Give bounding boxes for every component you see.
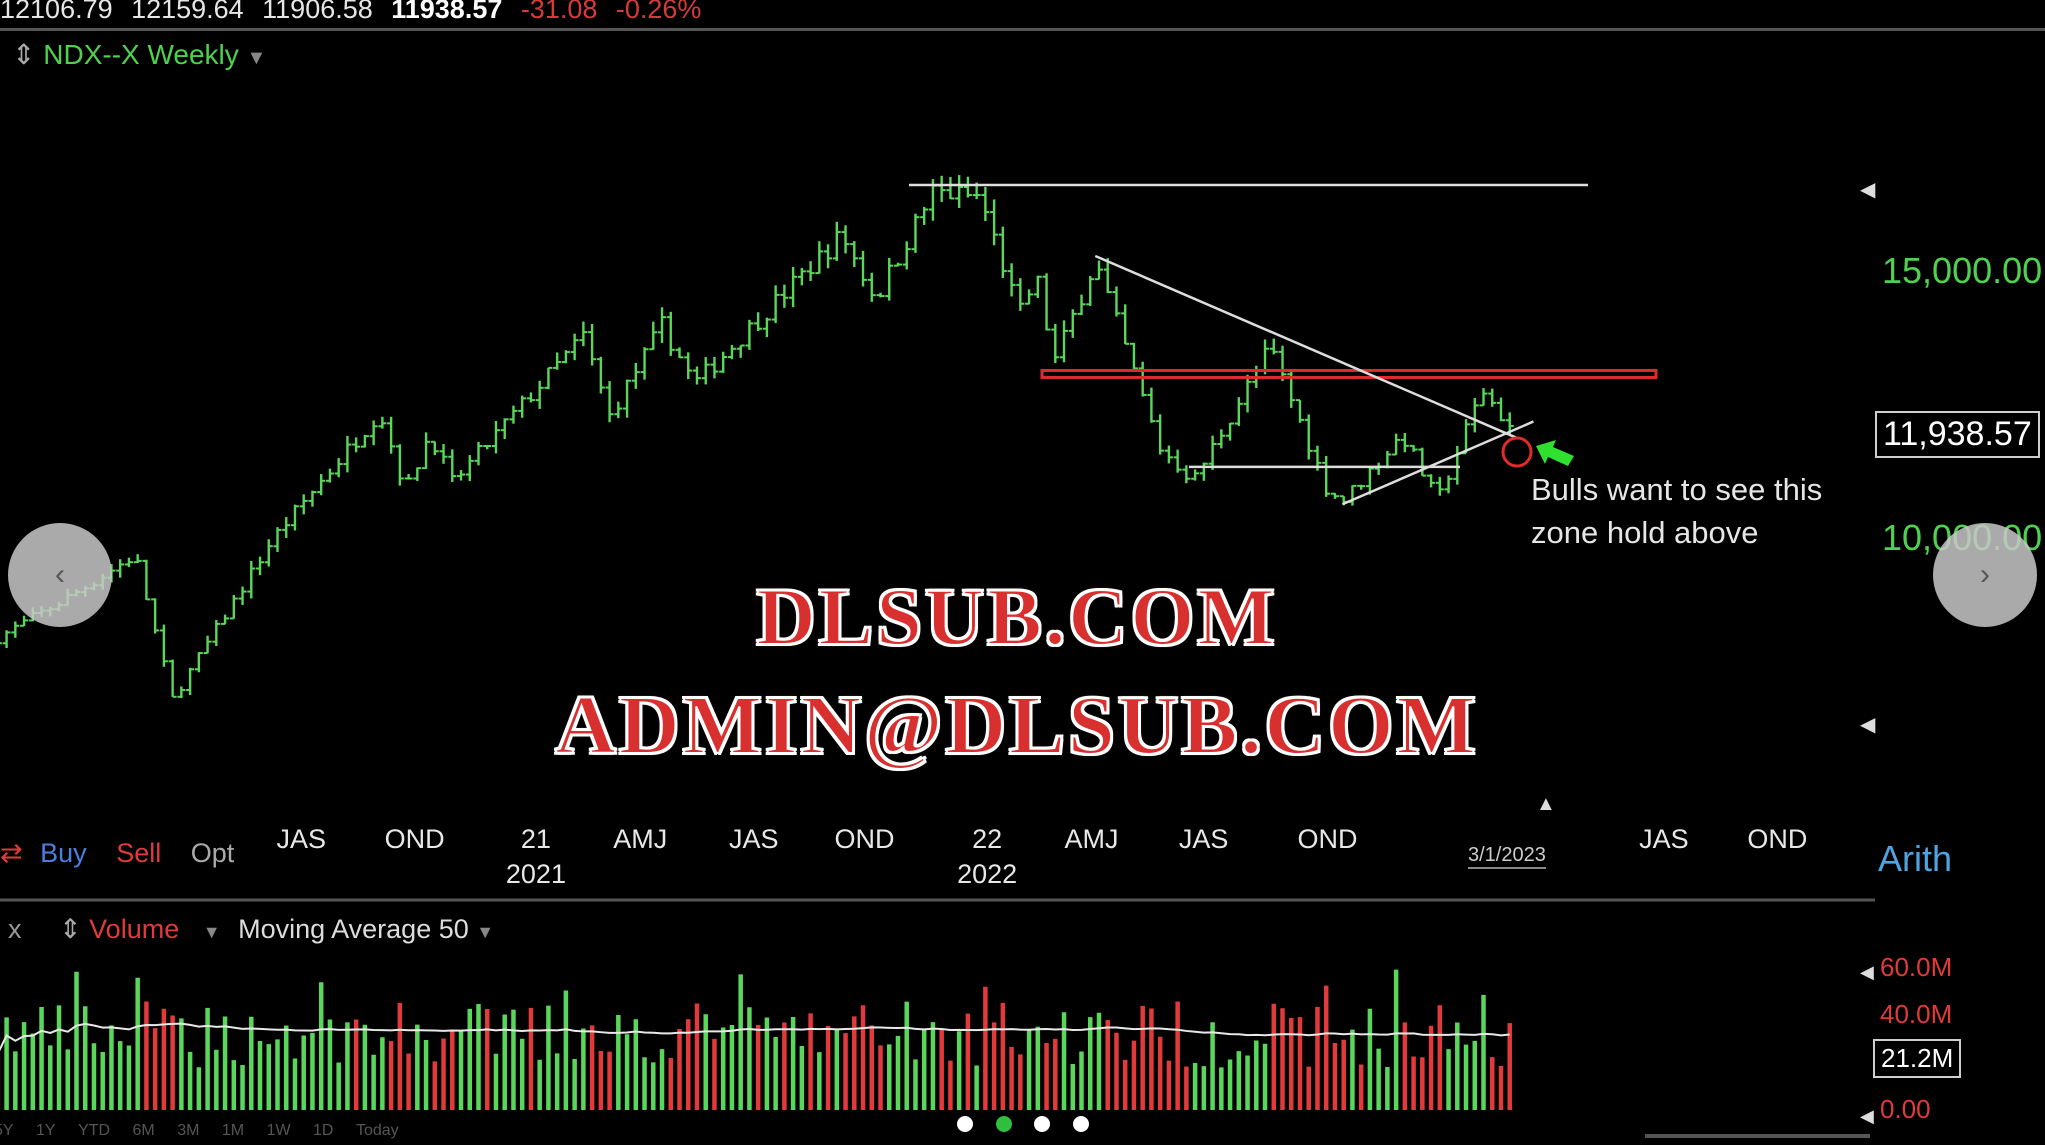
current-date: 3/1/2023 (1468, 844, 1546, 869)
scroll-up-arrow-icon[interactable]: ◀ (1860, 179, 1876, 201)
quote-low: 11906.58 (262, 0, 373, 24)
moving-average-study[interactable]: Moving Average 50 (238, 914, 469, 944)
range-1d[interactable]: 1D (313, 1122, 334, 1139)
scale-toggle[interactable]: Arith (1878, 838, 1953, 879)
price-bars (0, 175, 1514, 699)
time-tick: OND (1747, 824, 1808, 854)
volume-tick-0: 0.00 (1880, 1094, 1931, 1124)
price-tick-15000: 15,000.00 (1882, 250, 2043, 291)
quote-high: 12159.64 (131, 0, 244, 24)
chevron-right-icon: › (1980, 558, 1990, 591)
red-zone-line (1040, 368, 1658, 379)
range-ytd[interactable]: YTD (78, 1122, 111, 1139)
trade-buttons: ⇄ Buy Sell Opt (0, 838, 234, 869)
quote-open: 12106.79 (0, 0, 113, 24)
quote-change-pct: -0.26% (615, 0, 702, 24)
time-tick: AMJ (613, 824, 668, 854)
time-tick: JAS (728, 824, 779, 854)
moving-average-line (0, 1022, 1510, 1052)
volume-header: x ⇕ Volume ▼ Moving Average 50 ▼ (8, 914, 494, 945)
scroll-down-arrow-icon[interactable]: ◀ (1860, 714, 1876, 736)
drawings (909, 183, 1658, 506)
chevron-left-icon: ‹ (55, 558, 65, 591)
trade-icon[interactable]: ⇄ (0, 838, 23, 868)
scroll-arrow-icon[interactable]: ◀ (1860, 962, 1874, 982)
pager-dot[interactable] (1072, 1116, 1089, 1132)
uptrend-line (1341, 420, 1534, 506)
quote-last: 11938.57 (391, 0, 503, 24)
annotation-line1: Bulls want to see this (1531, 472, 1823, 507)
range-1m[interactable]: 1M (221, 1122, 245, 1139)
range-selector: 5Y 1Y YTD 6M 3M 1M 1W 1D Today (0, 1122, 399, 1140)
pager-dot[interactable] (995, 1116, 1012, 1132)
close-study-button[interactable]: x (8, 914, 22, 944)
time-tick: JAS (1178, 824, 1229, 854)
time-tick: JAS (1639, 824, 1689, 854)
green-arrow-icon (1536, 440, 1574, 466)
volume-bars (0, 969, 1512, 1110)
chevron-down-icon[interactable]: ▼ (246, 47, 267, 69)
range-5y[interactable]: 5Y (0, 1122, 14, 1139)
time-tick: 21 (520, 824, 551, 854)
current-price-box: 11,938.57 (1875, 411, 2040, 458)
chevron-down-icon[interactable]: ▼ (476, 922, 495, 942)
volume-tick-40m: 40.0M (1880, 999, 1953, 1029)
buy-button[interactable]: Buy (40, 838, 87, 868)
time-tick: 22 (972, 824, 1003, 854)
downtrend-line (1094, 254, 1517, 439)
pager-dot[interactable] (1034, 1116, 1050, 1132)
quote-change: -31.08 (520, 0, 598, 24)
volume-title[interactable]: Volume (89, 914, 180, 944)
reorder-icon[interactable]: ⇕ (12, 39, 36, 70)
pager-dot[interactable] (957, 1116, 973, 1132)
watermark-domain: DLSUB.COM (755, 570, 1278, 663)
range-1y[interactable]: 1Y (36, 1122, 56, 1139)
annotation-note: Bulls want to see this zone hold above (1531, 468, 1822, 554)
annotation-line2: zone hold above (1531, 515, 1759, 550)
highlight-circle (1501, 436, 1533, 468)
range-6m[interactable]: 6M (132, 1122, 155, 1139)
reorder-icon[interactable]: ⇕ (59, 914, 82, 944)
time-tick: OND (384, 824, 445, 854)
range-today[interactable]: Today (355, 1122, 399, 1139)
range-3m[interactable]: 3M (177, 1122, 200, 1139)
options-button[interactable]: Opt (190, 838, 235, 868)
year-tick: 2021 (505, 859, 566, 889)
time-tick: JAS (276, 824, 326, 854)
chart-header[interactable]: ⇕ NDX--X Weekly ▼ (12, 38, 266, 71)
quote-bar: 12106.79 12159.64 11906.58 11938.57 -31.… (0, 0, 2045, 31)
symbol-label[interactable]: NDX--X Weekly (43, 39, 239, 70)
time-tick: AMJ (1064, 824, 1119, 854)
range-1w[interactable]: 1W (266, 1122, 291, 1139)
next-slide-button[interactable]: › (1933, 523, 2037, 627)
sell-button[interactable]: Sell (116, 838, 162, 868)
chevron-down-icon[interactable]: ▼ (202, 922, 221, 942)
scroll-arrow-icon[interactable]: ◀ (1860, 1106, 1874, 1126)
time-tick: OND (1297, 824, 1358, 854)
current-volume-box: 21.2M (1873, 1039, 1962, 1078)
year-tick: 2022 (957, 859, 1018, 889)
previous-slide-button[interactable]: ‹ (8, 523, 112, 627)
current-date-marker-icon[interactable]: ▲ (1536, 793, 1556, 815)
watermark-email: ADMIN@DLSUB.COM (554, 678, 1479, 773)
time-tick: OND (834, 824, 895, 854)
volume-tick-60m: 60.0M (1880, 952, 1953, 982)
